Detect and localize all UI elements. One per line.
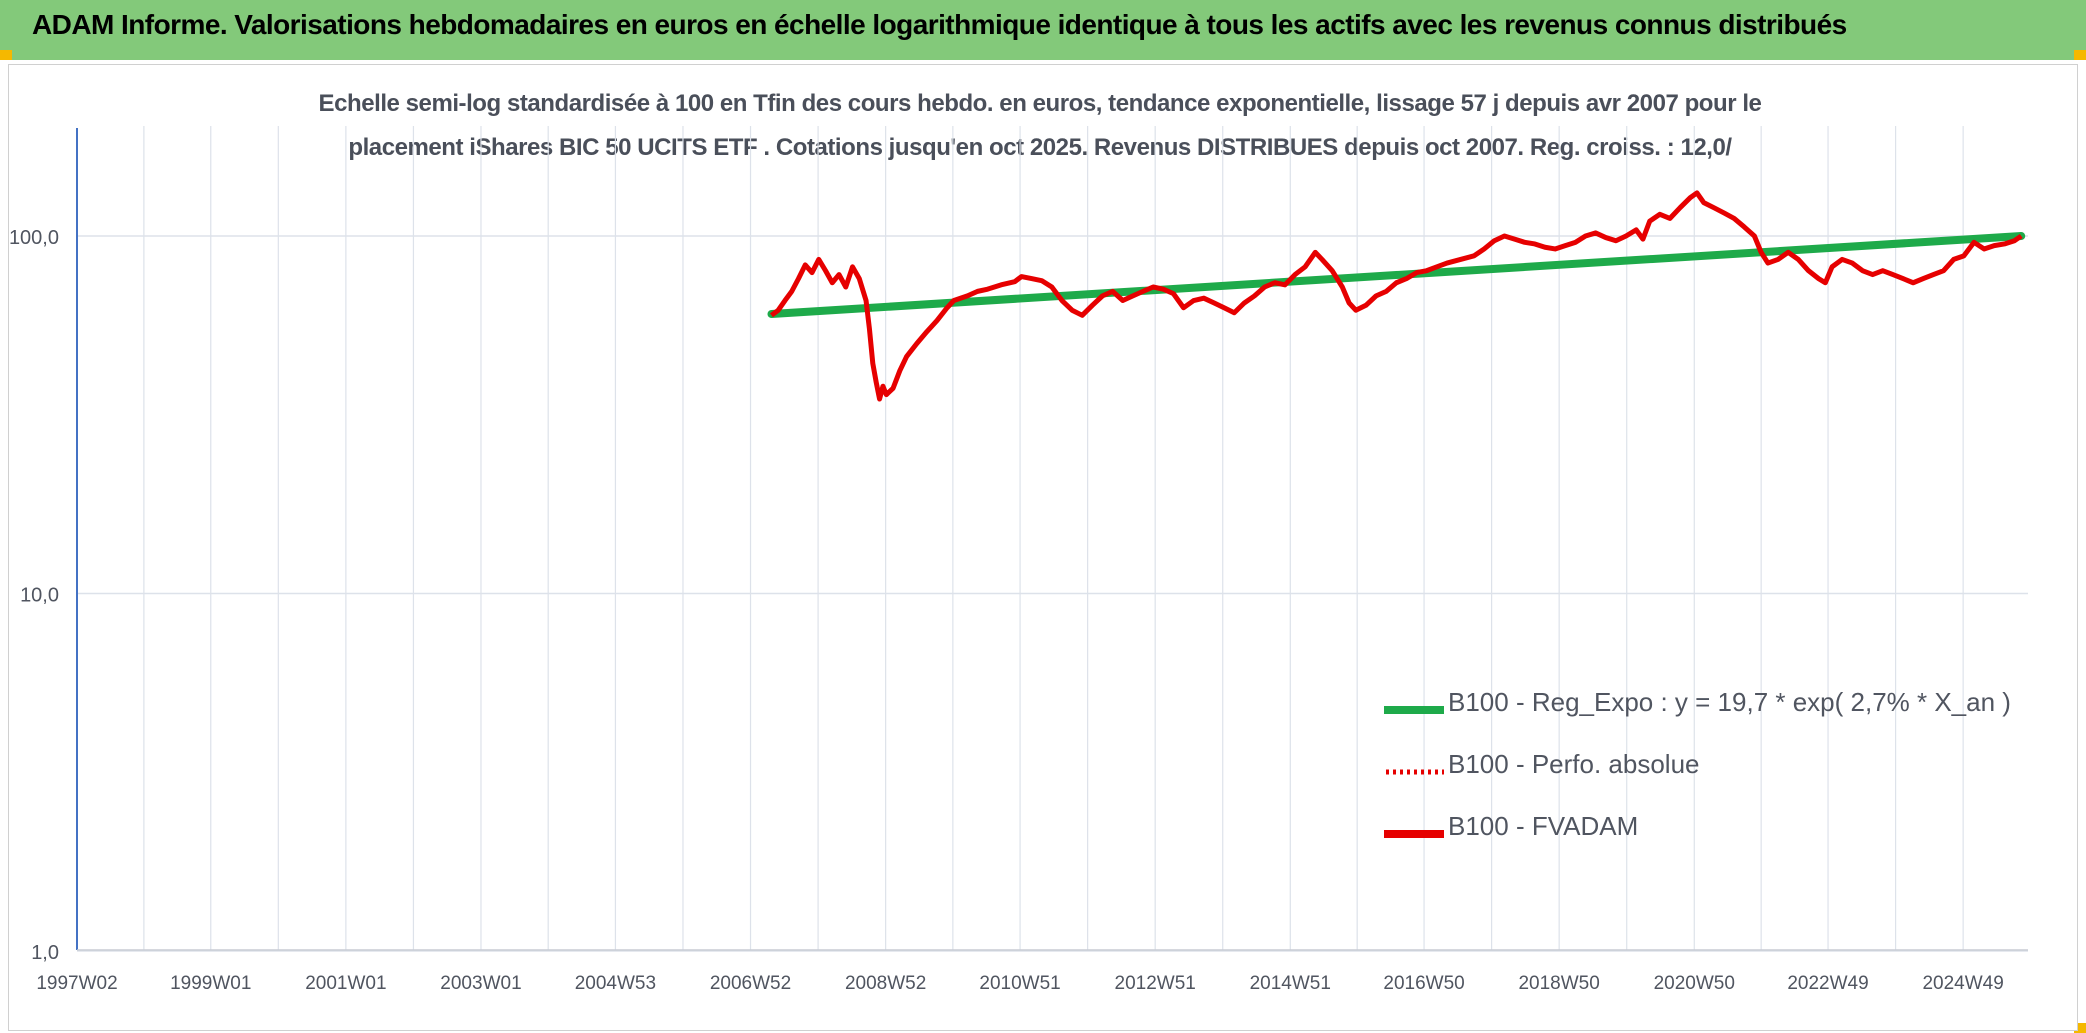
legend-swatch-dotted-red [1386, 769, 1444, 775]
legend-swatch-solid-green [1384, 706, 1444, 714]
legend-label-perfo-absolue: B100 - Perfo. absolue [1448, 749, 1700, 779]
x-tick-label: 2020W50 [1654, 973, 1735, 994]
x-tick-label: 2003W01 [440, 973, 521, 994]
x-tick-label: 2016W50 [1383, 973, 1464, 994]
x-tick-label: 2022W49 [1787, 973, 1868, 994]
y-tick-label: 100,0 [9, 227, 59, 249]
legend-swatch-solid-red [1384, 830, 1444, 838]
gridlines [77, 126, 2028, 952]
report-header: ADAM Informe. Valorisations hebdomadaire… [0, 0, 2086, 60]
report-title: ADAM Informe. Valorisations hebdomadaire… [32, 9, 1847, 40]
x-tick-label: 1997W02 [36, 973, 117, 994]
x-tick-label: 2004W53 [575, 973, 656, 994]
x-tick-label: 2008W52 [845, 973, 926, 994]
x-tick-label: 1999W01 [170, 973, 251, 994]
x-tick-label: 2024W49 [1922, 973, 2003, 994]
series-lines [767, 190, 2026, 402]
legend-label-reg-expo: B100 - Reg_Expo : y = 19,7 * exp( 2,7% *… [1448, 687, 2011, 717]
corner-marker-bottom-right [2074, 1023, 2086, 1033]
chart-title-line-1: Echelle semi-log standardisée à 100 en T… [318, 90, 1762, 117]
series-line-fvadam [769, 190, 2023, 402]
x-tick-label: 2001W01 [305, 973, 386, 994]
chart-frame [8, 64, 2078, 1031]
x-tick-label: 2014W51 [1250, 973, 1331, 994]
x-tick-label: 2012W51 [1115, 973, 1196, 994]
x-tick-label: 2010W51 [979, 973, 1060, 994]
y-tick-label: 1,0 [31, 942, 59, 964]
y-tick-label: 10,0 [20, 585, 59, 607]
chart-title-line-2: placement iShares BIC 50 UCITS ETF . Cot… [348, 134, 1732, 161]
tick-labels: 1,0 10,0 100,0 1997W02 1999W01 2001W01 2003W01… [9, 227, 2004, 994]
x-tick-label: 2006W52 [710, 973, 791, 994]
corner-marker-right [2074, 50, 2086, 60]
axes [76, 128, 2028, 951]
corner-marker-left [0, 50, 12, 60]
legend-label-fvadam: B100 - FVADAM [1448, 811, 1639, 841]
x-tick-label: 2018W50 [1518, 973, 1599, 994]
series-line-reg-expo [767, 232, 2026, 319]
